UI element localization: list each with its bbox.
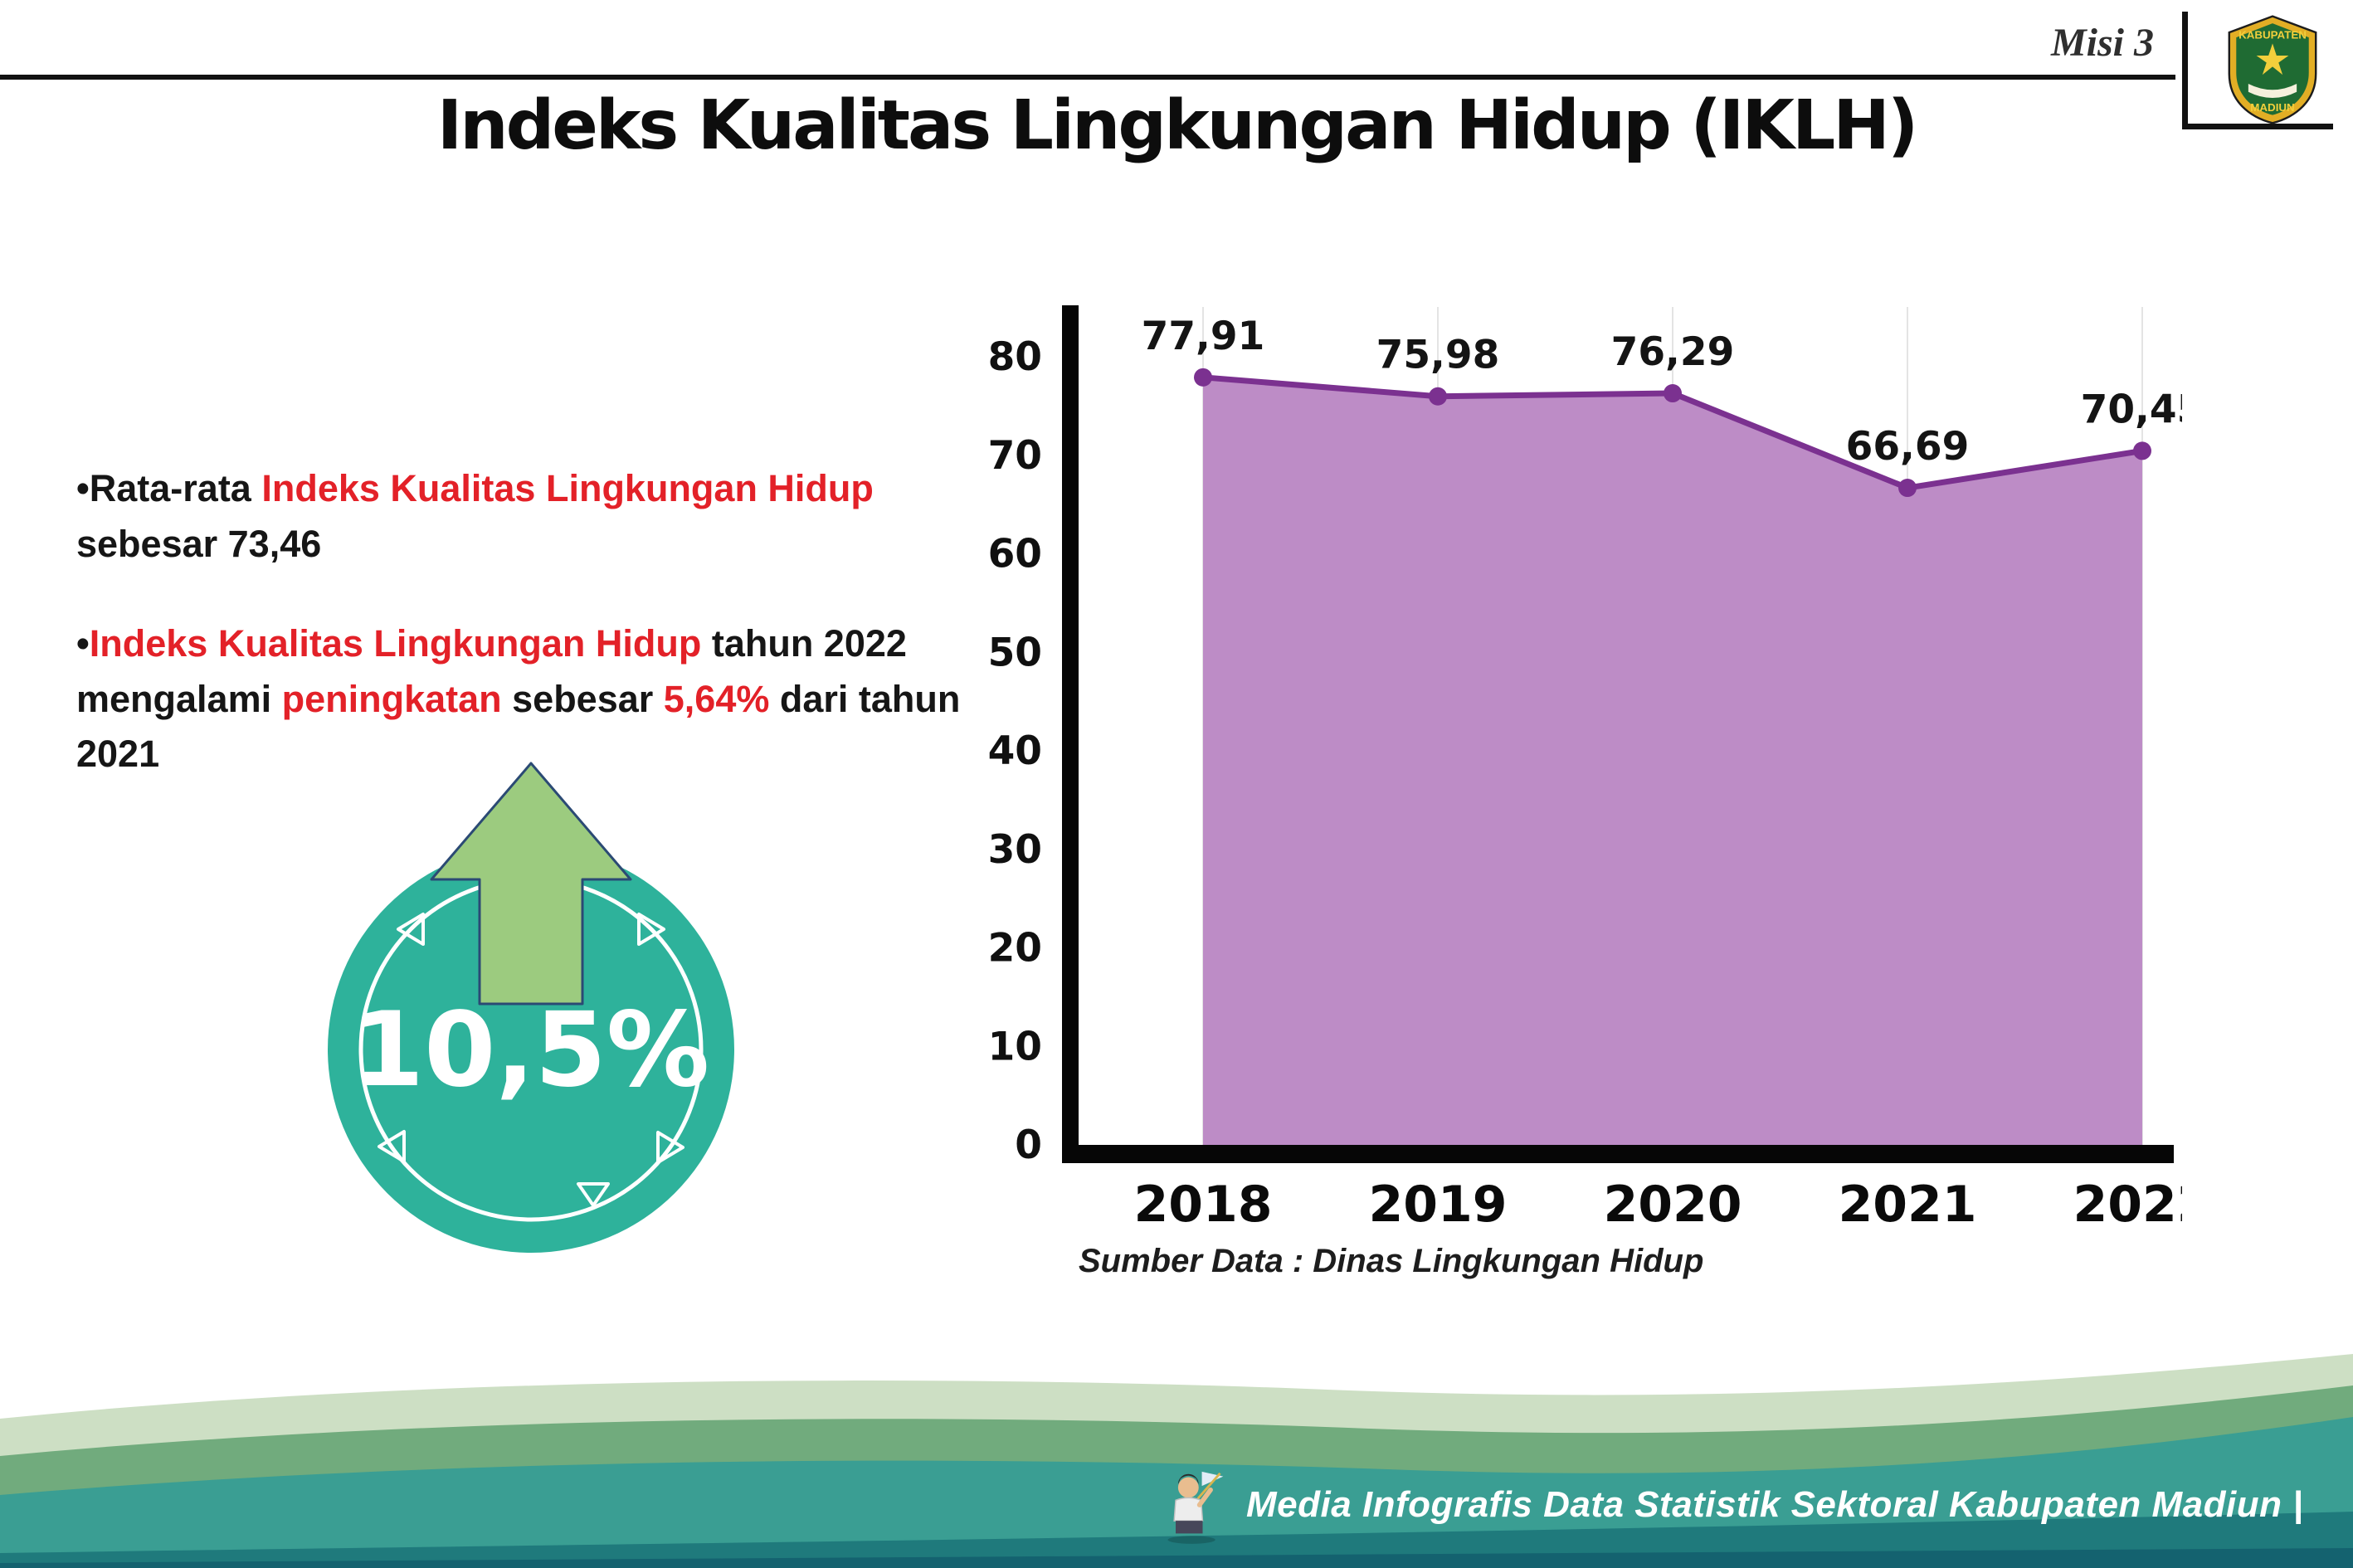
svg-text:77,91: 77,91 xyxy=(1142,314,1265,359)
chart-axes xyxy=(1062,305,2174,1163)
kabupaten-madiun-crest: KABUPATEN MADIUN xyxy=(2228,15,2317,124)
increase-badge: 10,5% xyxy=(328,762,734,1253)
iklh-area-chart: 77,91 75,98 76,29 66,69 70,45 0 10 20 30 40 50 60 70… xyxy=(988,305,2183,1234)
kabupaten-madiun-logo: KABUPATEN MADIUN xyxy=(2182,12,2333,129)
bullet-text: dari tahun 2021 xyxy=(76,677,961,776)
svg-text:70,45: 70,45 xyxy=(2081,387,2182,432)
svg-text:60: 60 xyxy=(988,532,1042,577)
crest-star xyxy=(2256,43,2289,75)
bullet-text-highlight: Indeks Kualitas Lingkungan Hidup xyxy=(89,622,702,665)
svg-text:0: 0 xyxy=(1015,1122,1042,1168)
svg-text:30: 30 xyxy=(988,827,1042,873)
x-tick-labels: 2018 2019 2020 2021 2022 xyxy=(1134,1176,2183,1234)
svg-text:76,29: 76,29 xyxy=(1611,329,1735,375)
bullet-increase-2022: •Indeks Kualitas Lingkungan Hidup tahun … xyxy=(76,616,989,782)
badge-circle xyxy=(328,846,734,1253)
bullet-text-highlight: Indeks Kualitas Lingkungan Hidup xyxy=(261,467,874,509)
svg-text:2020: 2020 xyxy=(1604,1176,1742,1234)
svg-text:80: 80 xyxy=(988,334,1042,380)
bullet-text: • xyxy=(76,622,90,665)
footer-wave xyxy=(0,1354,2353,1568)
svg-text:70: 70 xyxy=(988,433,1042,479)
svg-text:2019: 2019 xyxy=(1369,1176,1508,1234)
area-series xyxy=(1203,377,2142,1146)
footer-credit-text: Media Infografis Data Statistik Sektoral… xyxy=(1246,1484,2304,1525)
bullet-text: •Rata-rata xyxy=(76,467,262,509)
svg-text:75,98: 75,98 xyxy=(1376,333,1500,378)
badge-ring-marks xyxy=(378,913,684,1207)
data-points xyxy=(1194,368,2151,498)
bullet-average-iklh: •Rata-rata Indeks Kualitas Lingkungan Hi… xyxy=(76,461,989,572)
y-tick-labels: 0 10 20 30 40 50 60 70 80 xyxy=(988,334,1042,1168)
svg-text:20: 20 xyxy=(988,926,1042,971)
svg-text:50: 50 xyxy=(988,630,1042,675)
key-points: •Rata-rata Indeks Kualitas Lingkungan Hi… xyxy=(76,461,989,827)
up-arrow-icon xyxy=(430,762,632,1006)
svg-text:2018: 2018 xyxy=(1134,1176,1273,1234)
wave-bottom-strip xyxy=(0,1548,2353,1568)
misi-label: Misi 3 xyxy=(2050,21,2154,65)
header-rule xyxy=(0,75,2175,80)
mascot-icon xyxy=(1167,1471,1224,1544)
bullet-text: sebesar 73,46 xyxy=(76,522,322,565)
badge-value: 10,5% xyxy=(353,991,709,1110)
crest-text-top: KABUPATEN xyxy=(2239,28,2307,41)
value-labels: 77,91 75,98 76,29 66,69 70,45 xyxy=(1142,314,2182,470)
chart-source: Sumber Data : Dinas Lingkungan Hidup xyxy=(1079,1243,1704,1279)
svg-text:40: 40 xyxy=(988,728,1042,774)
svg-text:2022: 2022 xyxy=(2073,1176,2183,1234)
page-title: Indeks Kualitas Lingkungan Hidup (IKLH) xyxy=(436,86,1919,165)
bullet-text-highlight: 5,64% xyxy=(663,677,770,720)
bullet-text: sebesar xyxy=(501,677,664,720)
svg-text:10: 10 xyxy=(988,1024,1042,1069)
crest-text-bottom: MADIUN xyxy=(2250,101,2294,114)
svg-text:66,69: 66,69 xyxy=(1846,424,1970,470)
footer-credit: Media Infografis Data Statistik Sektoral… xyxy=(1158,1465,2303,1545)
bullet-text: tahun 2022 mengalami xyxy=(76,622,907,720)
svg-text:2021: 2021 xyxy=(1839,1176,1977,1234)
bullet-text-highlight: peningkatan xyxy=(281,677,502,720)
